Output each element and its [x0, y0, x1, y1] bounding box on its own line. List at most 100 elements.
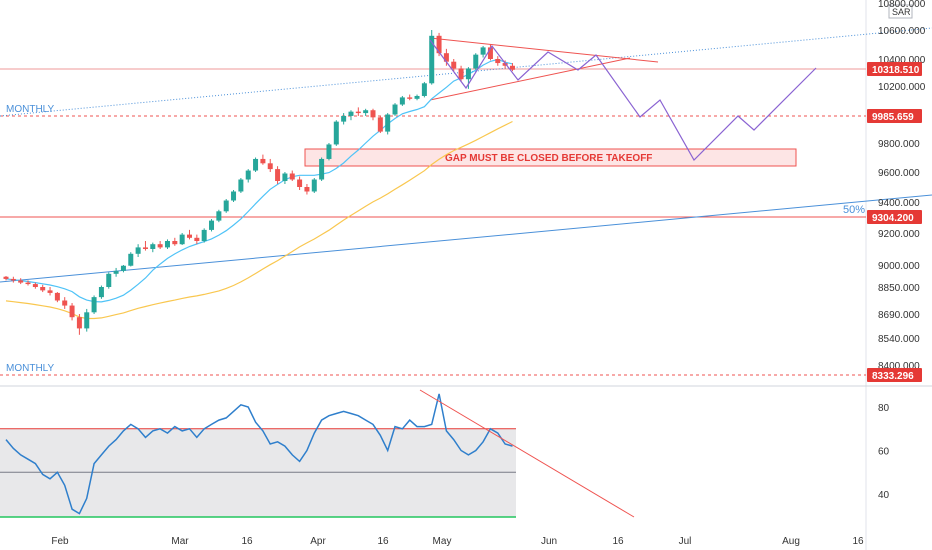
- candle-body: [187, 234, 192, 238]
- x-tick-label: 16: [241, 536, 253, 547]
- x-tick-label: 16: [377, 536, 389, 547]
- candle-body: [231, 191, 237, 201]
- price-tag-box: [867, 210, 922, 224]
- candle-body: [179, 234, 185, 245]
- x-tick-label: Jun: [541, 536, 557, 547]
- currency-label: SAR: [892, 7, 911, 17]
- monthly-upper-label: MONTHLY: [6, 104, 54, 115]
- candle-body: [76, 317, 82, 329]
- rsi-divergence-line: [419, 389, 635, 518]
- candle-body: [32, 284, 38, 287]
- x-tick-label: Feb: [51, 536, 69, 547]
- rsi-band: [0, 429, 516, 517]
- candle-body: [150, 244, 156, 249]
- candle-body: [297, 179, 303, 187]
- x-tick-label: Jul: [679, 536, 692, 547]
- ma-fast-line: [5, 58, 513, 303]
- candle-body: [10, 278, 16, 281]
- candle-body: [275, 169, 281, 181]
- price-tag-label: 8333.296: [872, 371, 914, 382]
- candle-body: [414, 95, 420, 99]
- candle-body: [348, 111, 354, 116]
- price-tag-label: 10318.510: [872, 65, 920, 76]
- x-tick-label: Apr: [310, 536, 326, 547]
- candle-body: [443, 53, 449, 62]
- candle-body: [62, 300, 68, 306]
- x-tick-label: 16: [852, 536, 864, 547]
- candle-body: [98, 287, 104, 298]
- candle-body: [40, 287, 46, 291]
- candle-body: [201, 229, 207, 241]
- y-tick-label: 9200.000: [878, 229, 920, 240]
- candle-body: [194, 237, 200, 241]
- candle-body: [326, 144, 332, 159]
- monthly-lower-label: MONTHLY: [6, 363, 54, 374]
- candle-body: [392, 104, 398, 115]
- monthly-trendline-lower: [0, 194, 932, 283]
- candle-body: [289, 173, 295, 180]
- candle-body: [135, 247, 141, 254]
- candle-body: [164, 241, 170, 248]
- rsi-tick-label: 80: [878, 403, 890, 414]
- price-tag-box: [867, 109, 922, 123]
- candle-body: [54, 292, 60, 301]
- candle-body: [245, 170, 251, 180]
- fib-50-label: 50%: [843, 204, 865, 216]
- candle-body: [370, 110, 376, 118]
- candle-body: [502, 63, 508, 66]
- candle-body: [304, 187, 310, 192]
- y-tick-label: 8540.000: [878, 334, 920, 345]
- candle-body: [333, 121, 339, 145]
- y-tick-label: 10200.000: [878, 82, 926, 93]
- candle-body: [473, 54, 479, 69]
- rsi-tick-label: 40: [878, 490, 890, 501]
- candle-body: [238, 179, 244, 192]
- x-tick-label: Aug: [782, 536, 800, 547]
- candle-body: [451, 61, 457, 69]
- triangle-lower: [429, 57, 631, 101]
- y-tick-label: 9800.000: [878, 139, 920, 150]
- candle-body: [355, 111, 361, 114]
- candle-body: [128, 253, 134, 266]
- x-tick-label: May: [433, 536, 452, 547]
- y-tick-label: 10800.000: [878, 0, 926, 10]
- candle-body: [25, 282, 31, 285]
- y-tick-label: 8690.000: [878, 310, 920, 321]
- candle-body: [429, 35, 435, 84]
- candle-body: [267, 163, 273, 170]
- projection-path: [429, 39, 817, 161]
- y-tick-label: 9400.000: [878, 198, 920, 209]
- x-tick-label: 16: [612, 536, 624, 547]
- candle-body: [311, 179, 317, 192]
- candle-body: [142, 247, 148, 249]
- candle-body: [282, 173, 288, 181]
- candle-body: [216, 211, 222, 221]
- candle-body: [436, 35, 442, 54]
- candle-body: [69, 305, 75, 318]
- candle-body: [363, 110, 369, 114]
- candle-body: [157, 244, 163, 248]
- currency-box: [888, 4, 913, 19]
- candle-body: [91, 297, 97, 313]
- y-tick-label: 8400.000: [878, 361, 920, 372]
- ma-slow-line: [5, 120, 513, 320]
- price-tag-box: [867, 368, 922, 382]
- candle-body: [3, 276, 9, 279]
- candle-body: [407, 97, 413, 99]
- candle-body: [209, 220, 215, 230]
- y-tick-label: 9600.000: [878, 168, 920, 179]
- candle-body: [465, 68, 471, 80]
- candle-body: [458, 68, 464, 80]
- price-tag-label: 9304.200: [872, 213, 914, 224]
- candle-body: [319, 158, 325, 180]
- candle-body: [480, 47, 486, 55]
- candle-body: [399, 97, 405, 105]
- candle-body: [421, 83, 427, 96]
- candle-body: [172, 241, 178, 245]
- candle-body: [253, 158, 259, 171]
- candle-body: [223, 200, 229, 212]
- rsi-line: [5, 393, 513, 515]
- price-tag-label: 9985.659: [872, 112, 914, 123]
- y-tick-label: 8850.000: [878, 283, 920, 294]
